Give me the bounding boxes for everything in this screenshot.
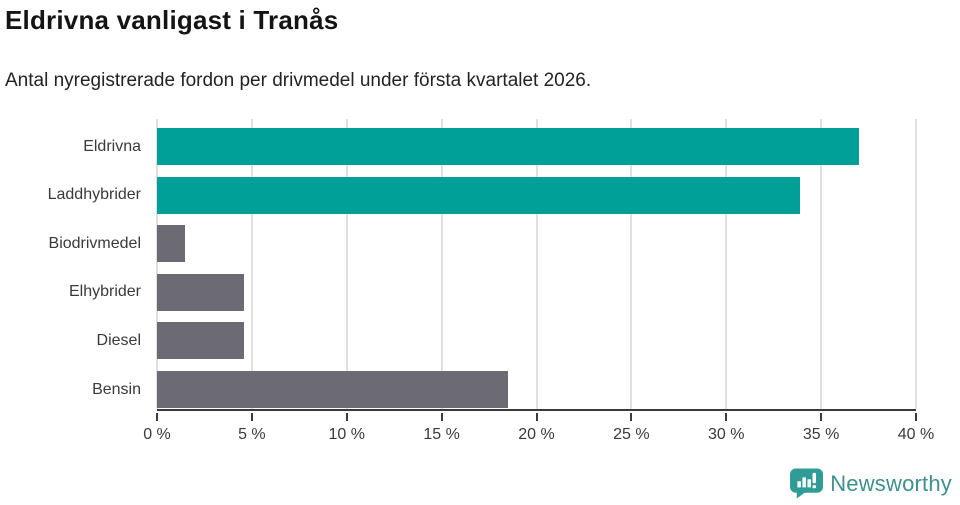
category-label: Diesel [96,331,141,349]
x-tick-mark [630,413,633,421]
gridline [535,119,538,409]
gridline [156,119,158,409]
brand-footer: Newsworthy [790,468,952,499]
newsworthy-logo-icon [790,468,824,499]
chart-title: Eldrivna vanligast i Tranås [5,5,339,35]
x-tick-label: 35 % [802,426,840,443]
category-labels: Eldrivna Laddhybrider Biodrivmedel Elhybrid… [0,119,141,410]
gridline [630,119,633,409]
gridline [915,119,917,409]
x-tick-label: 30 % [708,426,745,443]
x-tick-label: 40 % [897,426,935,443]
x-tick-mark [440,413,443,421]
x-tick-mark [535,413,538,421]
x-tick-mark [250,413,253,421]
category-label: Biodrivmedel [48,234,141,252]
chart-subtitle: Antal nyregistrerade fordon per drivmede… [5,70,592,91]
gridline [345,119,348,409]
x-tick-label: 5 % [238,426,266,443]
bar-elhybrider [157,273,245,311]
x-tick-mark [820,413,823,421]
plot-area [156,119,917,411]
category-label: Laddhybrider [47,186,141,204]
x-axis: 0 % 5 % 10 % 15 % 20 % 25 % 30 % 35 % 40 % [143,413,934,453]
x-tick-mark [725,413,728,421]
gridline [440,119,443,409]
brand-name: Newsworthy [830,470,952,496]
x-tick-mark [345,413,348,421]
bar-diesel [157,322,245,360]
x-tick-mark [156,413,158,421]
x-tick-label: 20 % [518,426,555,443]
category-label: Elhybrider [68,283,141,301]
gridline [820,119,823,409]
x-tick-label: 10 % [328,426,365,443]
gridline [725,119,728,409]
x-tick-label: 25 % [613,426,650,443]
x-tick-label: 0 % [143,426,171,443]
bar-bensin [157,371,509,408]
x-tick-label: 15 % [423,426,460,443]
category-label: Bensin [92,380,141,398]
gridline [250,119,253,409]
bar-eldrivna [157,128,860,165]
category-label: Eldrivna [83,137,141,155]
x-tick-mark [915,413,917,421]
bar-biodrivmedel [157,225,186,263]
bar-laddhybrider [157,176,801,214]
